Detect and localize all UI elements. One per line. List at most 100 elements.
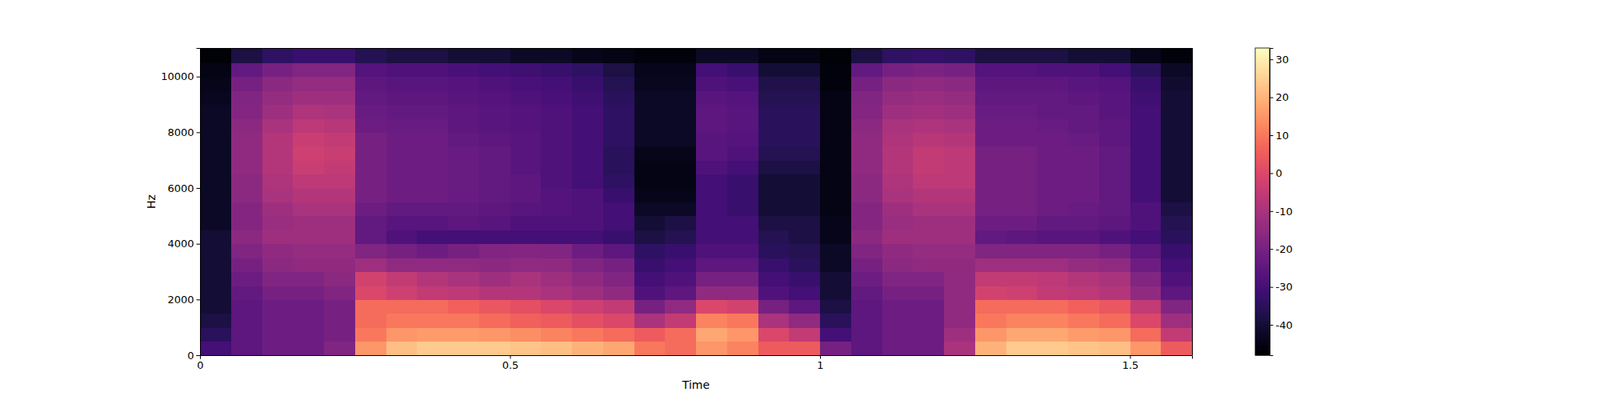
colorbar-strip [1255, 260, 1270, 262]
cell [324, 216, 356, 231]
cell [912, 118, 944, 133]
colorbar-strip [1255, 181, 1270, 184]
colorbar-strip [1255, 188, 1270, 191]
colorbar-strip [1255, 156, 1270, 158]
cell [788, 188, 820, 203]
cell [944, 229, 976, 244]
colorbar-strip [1255, 193, 1270, 196]
colorbar-strip [1255, 267, 1270, 269]
cell [788, 285, 820, 300]
colorbar-strip [1255, 296, 1270, 298]
colorbar-strip [1255, 272, 1270, 275]
colorbar-strip [1255, 306, 1270, 308]
colorbar-strip [1255, 84, 1270, 87]
cell [603, 216, 635, 231]
cell [386, 174, 418, 189]
colorbar-strip [1255, 155, 1270, 157]
colorbar-strip [1255, 228, 1270, 231]
cell [416, 201, 448, 216]
colorbar-strip [1255, 60, 1270, 62]
cell [540, 257, 572, 272]
cell [1160, 341, 1192, 356]
colorbar-strip [1255, 281, 1270, 284]
cell [386, 229, 418, 244]
cell [664, 90, 696, 105]
cell [386, 146, 418, 161]
cell [1036, 201, 1068, 216]
cell [540, 90, 572, 105]
frame [200, 48, 1192, 49]
cell [882, 257, 914, 272]
cell [882, 244, 914, 259]
cell [944, 257, 976, 272]
cell [912, 257, 944, 272]
cell [634, 62, 666, 77]
cell [696, 313, 728, 328]
cell [572, 174, 604, 189]
cell [510, 76, 542, 92]
cell [572, 160, 604, 175]
colorbar-strip [1255, 136, 1270, 139]
colorbar-strip [1255, 223, 1270, 225]
cell [727, 62, 759, 77]
cell [820, 146, 852, 161]
cell [788, 90, 820, 105]
colorbar-strip [1255, 97, 1270, 100]
tick-label: 10 [1276, 129, 1290, 142]
cell [882, 62, 914, 77]
cell [324, 201, 356, 216]
cell [231, 76, 263, 92]
colorbar-strip [1255, 268, 1270, 271]
cell [292, 188, 324, 203]
cell [540, 313, 572, 328]
cell [231, 62, 263, 77]
cell [200, 76, 232, 92]
cell [882, 132, 914, 147]
cell [727, 174, 759, 189]
colorbar-strip [1255, 307, 1270, 309]
colorbar-strip [1255, 197, 1270, 200]
colorbar-strip [1255, 128, 1270, 131]
cell [944, 201, 976, 216]
cell [200, 188, 232, 203]
cell [448, 174, 480, 189]
cell [540, 76, 572, 92]
cell [1130, 146, 1162, 161]
cell [355, 132, 387, 147]
colorbar-strip [1255, 316, 1270, 319]
cell [603, 104, 635, 120]
cell [200, 104, 232, 120]
cell [1160, 257, 1192, 272]
tick-label: 0 [196, 359, 204, 372]
cell [1006, 132, 1038, 147]
cell [727, 299, 759, 314]
cell [603, 48, 635, 64]
cell [1130, 76, 1162, 92]
cell [1036, 62, 1068, 77]
cell [664, 216, 696, 231]
tick-label: 2000 [167, 293, 194, 306]
cell [479, 299, 511, 314]
cell [944, 132, 976, 147]
colorbar-strip [1255, 51, 1270, 53]
cell [634, 174, 666, 189]
cell [262, 313, 294, 328]
colorbar-strip [1255, 72, 1270, 75]
cell [1006, 76, 1038, 92]
colorbar-strip [1255, 236, 1270, 238]
cell [1130, 201, 1162, 216]
colorbar-strip [1255, 136, 1270, 138]
cell [664, 244, 696, 259]
cell [1130, 229, 1162, 244]
colorbar-strip [1255, 342, 1270, 344]
cell [324, 118, 356, 133]
colorbar-strip [1255, 268, 1270, 270]
cell [1036, 160, 1068, 175]
tick: 4000 [167, 237, 200, 250]
cell [882, 188, 914, 203]
cell [696, 90, 728, 105]
cell [1036, 118, 1068, 133]
cell [479, 272, 511, 287]
colorbar-strip [1255, 230, 1270, 232]
cell [788, 160, 820, 175]
